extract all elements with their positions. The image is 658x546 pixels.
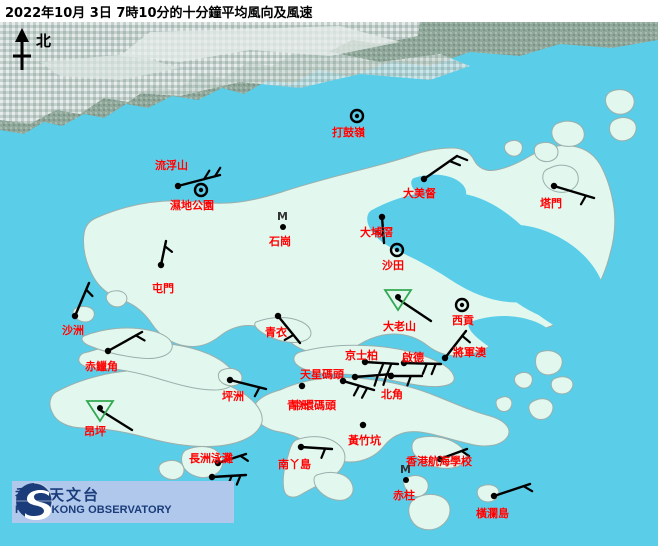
station-label: 屯門 — [152, 282, 174, 295]
station-label: 北角 — [381, 388, 403, 401]
station-marker[interactable] — [424, 426, 564, 546]
north-label: 北 — [36, 32, 52, 50]
station-label: 香港航海學校 — [406, 455, 472, 468]
station-label: 西貢 — [452, 314, 474, 327]
station-label: 沙田 — [382, 259, 404, 272]
station-label: 中環碼頭 — [292, 399, 336, 412]
station-label: 京士柏 — [345, 349, 378, 362]
title-bar: 2022年10月 3日 7時10分的十分鐘平均風向及風速 — [0, 0, 658, 22]
hko-logo: 香港天文台 HONG KONG OBSERVATORY — [12, 481, 234, 523]
station-label: 大美督 — [403, 187, 436, 200]
station-label: 南丫島 — [278, 458, 311, 471]
station-label: 石崗 — [269, 235, 291, 248]
station-label: 坪洲 — [222, 390, 244, 403]
station-label: 天星碼頭 — [300, 368, 344, 381]
station-label: 長洲泳灘 — [189, 452, 233, 465]
station-label: 赤柱 — [393, 489, 415, 502]
station-label: 將軍澳 — [453, 346, 486, 359]
station-label: 赤鱲角 — [85, 360, 118, 373]
station-label: 大埔滘 — [360, 226, 393, 239]
station-label: 流浮山 — [155, 159, 188, 172]
north-arrow: 北 — [6, 26, 66, 74]
station-label: 沙洲 — [62, 324, 84, 337]
station-label: 黃竹坑 — [348, 434, 381, 447]
north-arrow-icon — [13, 28, 31, 70]
station-label: 昂坪 — [84, 425, 106, 438]
lamma-island — [282, 436, 346, 498]
missing-data-flag: M — [277, 210, 288, 223]
station-label: 大老山 — [383, 320, 416, 333]
station-label: 塔門 — [540, 197, 562, 210]
station-label: 橫瀾島 — [476, 507, 509, 520]
station-label: 青衣 — [265, 326, 287, 339]
map-canvas[interactable]: 北 打鼓嶺流浮山濕地公園 大美督塔門大埔滘沙田 M 石崗屯門沙洲赤鱲角 青衣坪洲昂坪 大老… — [0, 22, 658, 546]
station-label: 青洲 — [287, 399, 309, 412]
hko-logo-icon — [16, 482, 53, 520]
station-label: 濕地公園 — [170, 199, 214, 212]
page-title: 2022年10月 3日 7時10分的十分鐘平均風向及風速 — [5, 6, 313, 21]
deep-bay-water — [34, 127, 247, 210]
hko-logo-en: HONG KONG OBSERVATORY — [15, 504, 172, 516]
station-label: 啟德 — [402, 351, 424, 364]
missing-data-flag: M — [400, 463, 411, 476]
map-geography — [0, 22, 658, 546]
station-label: 打鼓嶺 — [332, 126, 365, 139]
